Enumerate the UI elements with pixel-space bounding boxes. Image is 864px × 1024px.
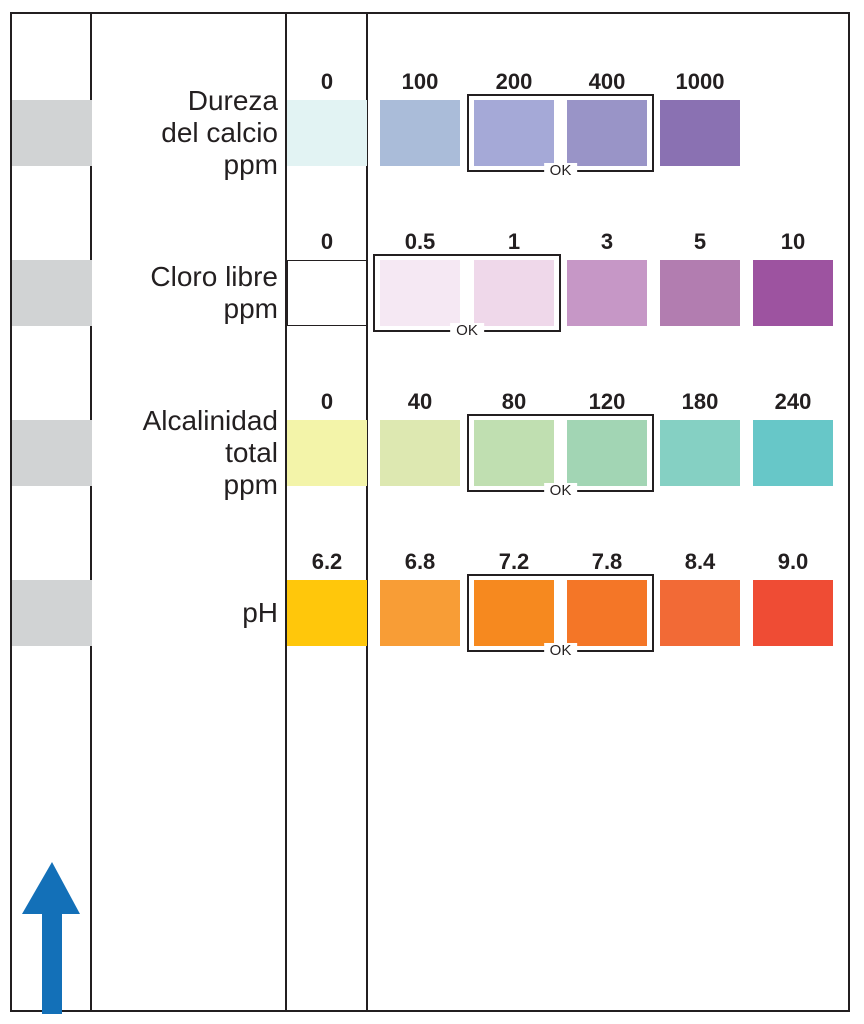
scale-value: 180 [681, 389, 719, 414]
color-swatch [660, 260, 740, 326]
color-swatch [287, 580, 367, 646]
scale-value: 0.5 [404, 229, 436, 254]
ok-range-box: OK [467, 414, 654, 499]
color-swatch [474, 580, 554, 646]
scale-value: 5 [693, 229, 707, 254]
ok-range-box: OK [467, 574, 654, 659]
color-swatch [287, 420, 367, 486]
row-label-line: ppm [223, 149, 278, 180]
color-swatch [753, 260, 833, 326]
ok-range-box: OK [373, 254, 561, 339]
scale-value: 40 [407, 389, 433, 414]
color-swatch [287, 260, 367, 326]
color-swatch [474, 260, 554, 326]
color-swatch [474, 420, 554, 486]
scale-value: 400 [588, 69, 626, 94]
ok-label: OK [450, 323, 484, 339]
scale-value: 1 [507, 229, 521, 254]
chart-frame [10, 12, 850, 1012]
divider-labels [285, 12, 287, 1012]
row-label-line: del calcio [161, 117, 278, 148]
color-swatch [380, 420, 460, 486]
row-label-line: pH [242, 597, 278, 628]
divider-strip [90, 12, 92, 1012]
color-swatch [567, 260, 647, 326]
scale-value: 200 [495, 69, 533, 94]
row-label-line: ppm [223, 469, 278, 500]
scale-value: 10 [780, 229, 806, 254]
scale-value: 7.8 [591, 549, 623, 574]
color-swatch [660, 100, 740, 166]
color-swatch [753, 580, 833, 646]
scale-value: 80 [501, 389, 527, 414]
arrow-up-icon [22, 862, 80, 1014]
scale-value: 100 [401, 69, 439, 94]
color-swatch [474, 100, 554, 166]
scale-value: 8.4 [684, 549, 716, 574]
color-swatch [660, 580, 740, 646]
scale-value: 6.2 [311, 549, 343, 574]
ok-label: OK [543, 483, 578, 499]
color-swatch [567, 580, 647, 646]
strip-pad [12, 580, 92, 646]
scale-value: 0 [320, 69, 334, 94]
scale-value: 7.2 [498, 549, 530, 574]
color-swatch [567, 420, 647, 486]
row-label: pH [94, 597, 278, 629]
color-swatch [753, 420, 833, 486]
strip-pad [12, 100, 92, 166]
ok-range-box: OK [467, 94, 654, 179]
scale-value: 0 [320, 229, 334, 254]
scale-value: 6.8 [404, 549, 436, 574]
color-swatch [380, 100, 460, 166]
row-label-line: Cloro libre [150, 261, 278, 292]
scale-value: 240 [774, 389, 812, 414]
ok-label: OK [543, 163, 578, 179]
ok-label: OK [543, 643, 578, 659]
row-label: Dureza del calcio ppm [94, 85, 278, 181]
scale-value: 9.0 [777, 549, 809, 574]
scale-value: 120 [588, 389, 626, 414]
color-swatch [567, 100, 647, 166]
scale-value: 0 [320, 389, 334, 414]
scale-value: 3 [600, 229, 614, 254]
row-label: Cloro libre ppm [94, 261, 278, 325]
row-label-line: ppm [223, 293, 278, 324]
color-swatch [287, 100, 367, 166]
color-swatch [660, 420, 740, 486]
scale-value: 1000 [675, 69, 725, 94]
strip-pad [12, 420, 92, 486]
row-label: Alcalinidad total ppm [94, 405, 278, 501]
color-swatch [380, 580, 460, 646]
row-label-line: total [225, 437, 278, 468]
color-swatch [380, 260, 460, 326]
row-label-line: Alcalinidad [142, 405, 278, 436]
row-label-line: Dureza [187, 85, 278, 116]
strip-pad [12, 260, 92, 326]
divider-baseline [366, 12, 368, 1012]
